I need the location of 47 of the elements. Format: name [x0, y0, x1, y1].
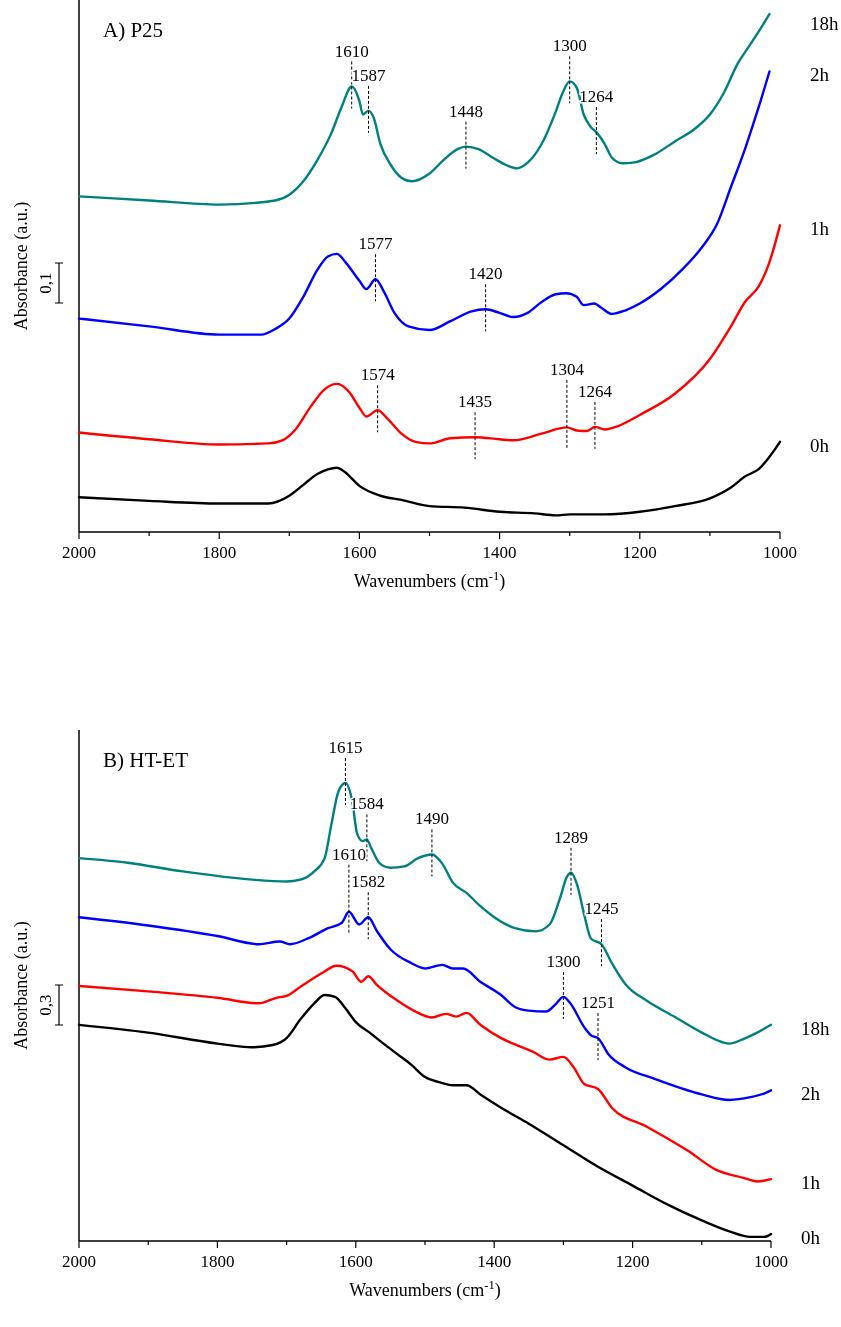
- chart-title: B) HT-ET: [103, 748, 189, 772]
- x-tick-label: 1600: [342, 543, 377, 562]
- annotation: 1264: [579, 87, 614, 107]
- x-tick-label: 1800: [200, 1252, 235, 1271]
- annotation: 1251: [581, 993, 615, 1013]
- annotation: 1610: [334, 41, 369, 61]
- annotation: 1610: [331, 844, 366, 864]
- annotation: 1574: [360, 365, 396, 385]
- annotation: 1615: [328, 738, 363, 757]
- x-tick-label: 1800: [202, 543, 237, 562]
- annotation: 1448: [448, 101, 483, 121]
- x-axis-title: Wavenumbers (cm$^{-1}$): [353, 569, 506, 592]
- x-tick-label: 1600: [338, 1252, 373, 1271]
- x-tick-label: 1000: [754, 1252, 788, 1271]
- annotation: 1435: [458, 392, 493, 412]
- annotation: 1577: [358, 234, 394, 254]
- annotation: 1304: [549, 359, 585, 379]
- chart-title: A) P25: [103, 18, 164, 42]
- annotation: 1289: [554, 827, 589, 847]
- series-label: 18h: [801, 1017, 830, 1039]
- annotation: 1420: [468, 264, 503, 284]
- x-axis-title: Wavenumbers (cm$^{-1}$): [349, 1278, 501, 1301]
- annotation: 1490: [414, 809, 449, 829]
- annotation: 1245: [584, 899, 619, 919]
- x-tick-label: 1400: [477, 1252, 512, 1271]
- x-tick-label: 1200: [615, 1252, 650, 1271]
- text: 0,1: [36, 272, 55, 294]
- text: 18h: [810, 13, 839, 34]
- series-label: 0h: [801, 1227, 821, 1249]
- series-label: 1h: [801, 1172, 821, 1194]
- y-axis-title: Absorbance (a.u.): [11, 921, 32, 1050]
- x-tick-label: 1200: [622, 543, 657, 562]
- series-label: 0h: [810, 434, 830, 456]
- annotation: 1582: [351, 872, 386, 892]
- x-tick-label: 1400: [482, 543, 517, 562]
- x-tick-label: 1000: [763, 543, 797, 562]
- text: 0,3: [36, 994, 55, 1016]
- x-tick-label: 2000: [62, 1252, 96, 1271]
- series-label: 2h: [801, 1083, 821, 1105]
- annotation: 1587: [351, 65, 387, 85]
- annotation: 1300: [552, 36, 587, 56]
- x-tick-label: 2000: [62, 543, 96, 562]
- y-axis-title: Absorbance (a.u.): [11, 201, 32, 331]
- series-label: 1h: [810, 218, 830, 240]
- annotation: 1264: [577, 381, 613, 401]
- annotation: 1300: [546, 951, 581, 971]
- text: 2h: [810, 64, 830, 86]
